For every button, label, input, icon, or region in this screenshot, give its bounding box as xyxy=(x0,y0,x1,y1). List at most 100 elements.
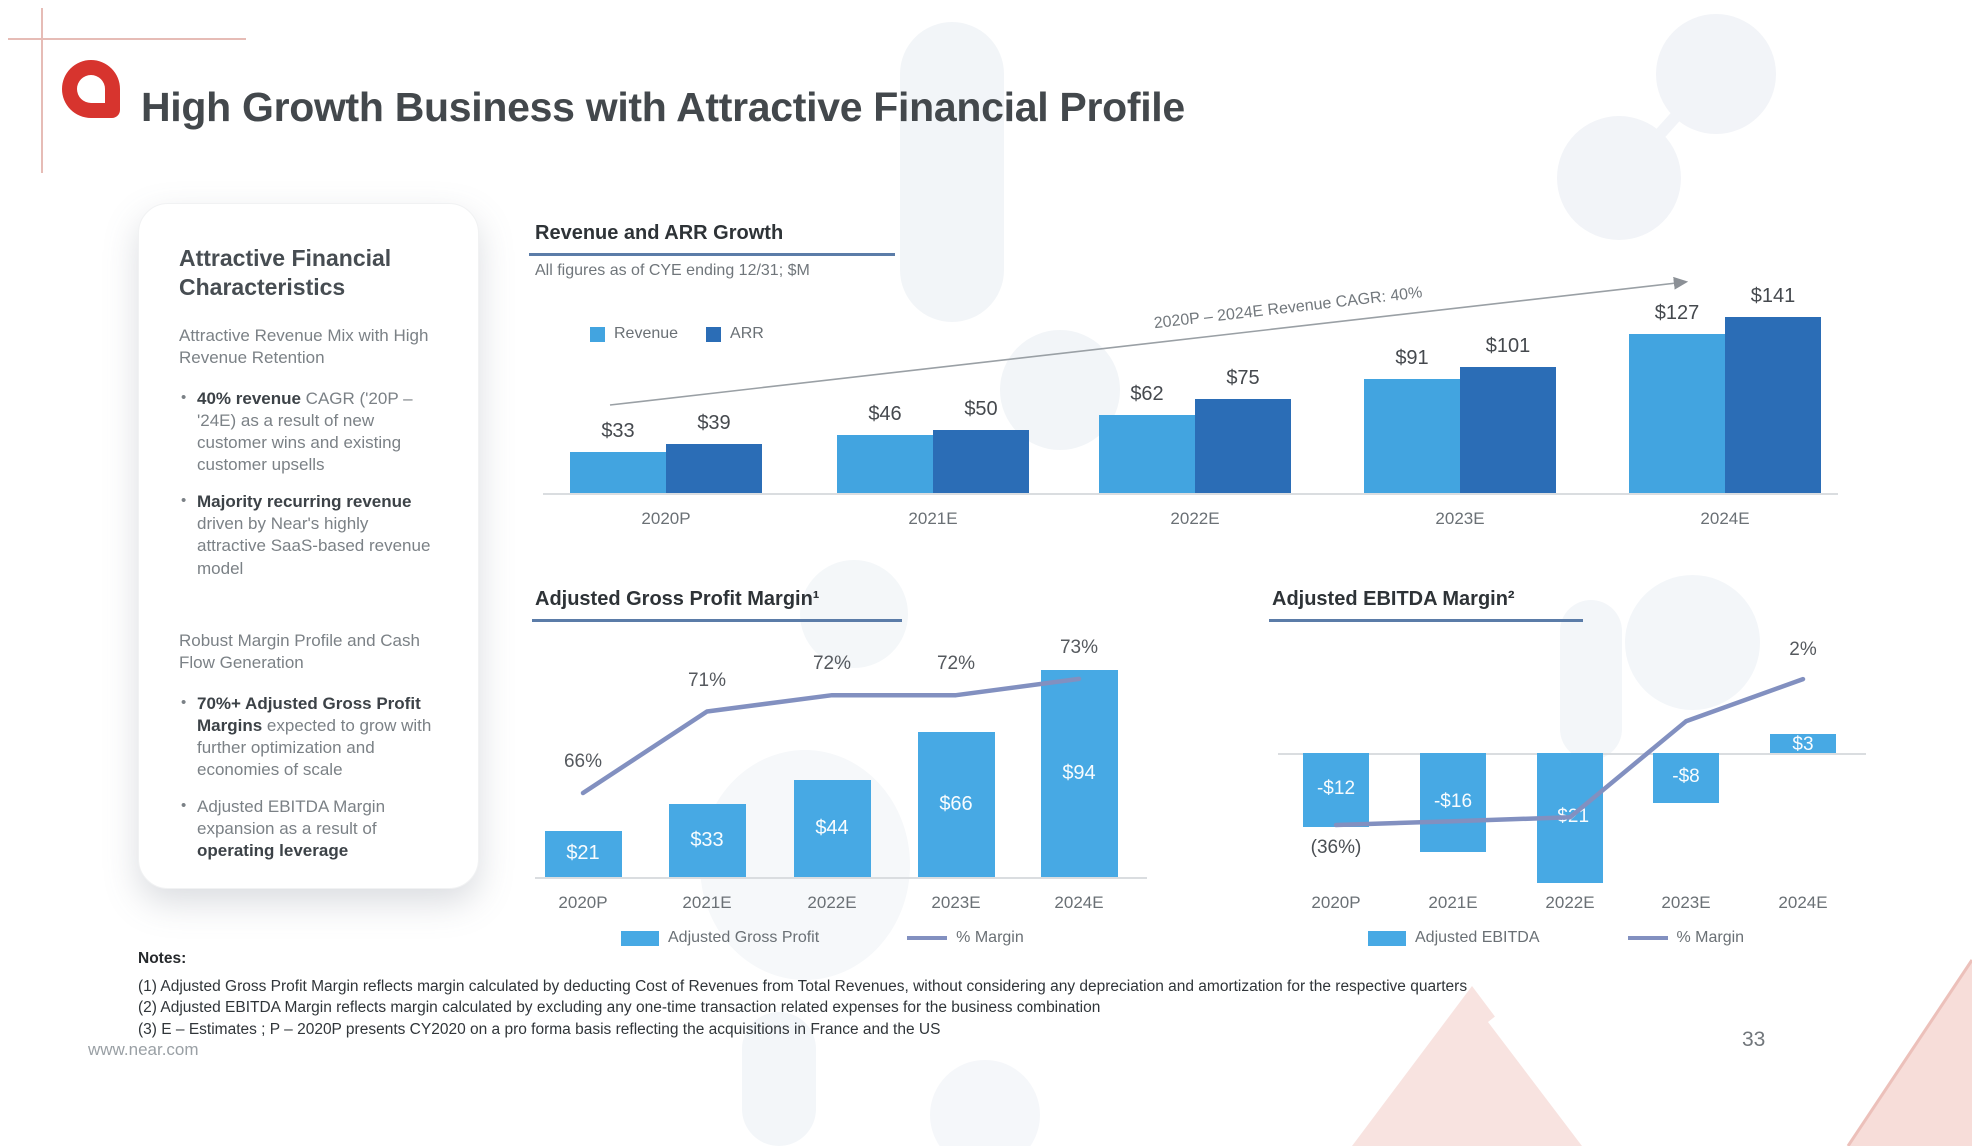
chart-legend: Adjusted Gross Profit % Margin xyxy=(621,929,1024,947)
title-underline xyxy=(532,619,902,622)
notes-section: Notes: (1) Adjusted Gross Profit Margin … xyxy=(138,950,1698,1040)
margin-pct-label: 71% xyxy=(687,669,727,691)
bar-revenue-2022E xyxy=(1099,415,1195,493)
bar-2023E: -$8 xyxy=(1653,753,1719,803)
category-label: 2024E xyxy=(1054,893,1104,912)
card-bullet-list: 40% revenue CAGR ('20P – '24E) as a resu… xyxy=(179,388,442,580)
category-label: 2022E xyxy=(807,893,857,912)
category-label: 2020P xyxy=(1311,893,1361,912)
bullet-text: CAGR ('20P – '24E) as a result of new cu… xyxy=(197,388,413,475)
card-bullet-list: 70%+ Adjusted Gross Profit Margins expec… xyxy=(179,693,442,863)
decorative-blob xyxy=(800,560,908,668)
card-sections: Attractive Revenue Mix with High Revenue… xyxy=(179,325,442,862)
bar-revenue-2021E xyxy=(837,435,933,493)
category-label: 2023E xyxy=(931,893,981,912)
near-logo xyxy=(62,60,120,118)
bar-value-label: $33 xyxy=(690,828,724,851)
chart-legend: Revenue ARR xyxy=(590,325,764,343)
legend-label-arr: ARR xyxy=(730,325,764,342)
chart-title: Revenue and ARR Growth xyxy=(535,222,784,244)
bar-2022E: -$21 xyxy=(1537,753,1603,883)
chart-title: Adjusted EBITDA Margin² xyxy=(1272,588,1515,610)
bar-arr-2022E xyxy=(1195,399,1291,493)
bar-revenue-2024E xyxy=(1629,334,1725,493)
financial-characteristics-card: Attractive Financial Characteristics Att… xyxy=(138,203,479,889)
bar-value-label: $21 xyxy=(566,842,600,864)
bar-arr-2021E xyxy=(933,430,1029,493)
title-underline xyxy=(529,253,895,256)
legend-swatch-bars xyxy=(1368,930,1406,946)
category-label: 2021E xyxy=(682,893,732,912)
bar-2021E: $33 xyxy=(668,804,746,877)
bar-value-label: $50 xyxy=(964,398,998,420)
crop-mark-horizontal xyxy=(8,38,246,40)
bullet-text: driven by Near's highly attractive SaaS-… xyxy=(197,514,431,578)
margin-pct-label: 72% xyxy=(936,653,976,675)
bar-revenue-2023E xyxy=(1364,379,1460,493)
bullet-text: Adjusted EBITDA Margin expansion as a re… xyxy=(197,796,386,838)
legend-swatch-bars xyxy=(621,930,659,946)
title-underline xyxy=(1269,619,1583,622)
page-number: 33 xyxy=(1742,1028,1766,1051)
bullet-item: 70%+ Adjusted Gross Profit Margins expec… xyxy=(179,693,442,781)
decorative-pill xyxy=(900,22,1004,322)
bar-value-label: $39 xyxy=(697,412,731,434)
bullet-bold-text: Majority recurring revenue xyxy=(197,492,412,512)
bullet-item: 40% revenue CAGR ('20P – '24E) as a resu… xyxy=(179,388,442,476)
page-title: High Growth Business with Attractive Fin… xyxy=(141,84,1185,130)
bullet-item: Majority recurring revenue driven by Nea… xyxy=(179,491,442,579)
bar-value-label: $46 xyxy=(868,403,902,425)
bar-value-label: -$21 xyxy=(1550,806,1590,827)
bar-value-label: $44 xyxy=(815,816,849,839)
chart-subtitle: All figures as of CYE ending 12/31; $M xyxy=(535,262,810,279)
card-heading: Attractive Financial Characteristics xyxy=(179,245,392,300)
category-label: 2021E xyxy=(908,509,958,528)
category-label: 2020P xyxy=(641,509,691,528)
margin-pct-label: 72% xyxy=(812,653,852,675)
legend-label-bars: Adjusted Gross Profit xyxy=(668,929,820,946)
note-item: (2) Adjusted EBITDA Margin reflects marg… xyxy=(138,999,1101,1017)
bar-2020P: $21 xyxy=(544,831,622,877)
category-label: 2022E xyxy=(1170,509,1220,528)
notes-heading: Notes: xyxy=(138,950,187,967)
bar-value-label: -$12 xyxy=(1316,778,1356,799)
bar-2024E: $3 xyxy=(1770,734,1836,753)
x-axis xyxy=(543,493,1838,495)
bar-value-label: -$8 xyxy=(1672,766,1700,787)
bar-2020P: -$12 xyxy=(1303,753,1369,827)
bar-value-label: $3 xyxy=(1792,734,1814,753)
category-label: 2024E xyxy=(1700,509,1750,528)
bullet-bold-text: operating leverage xyxy=(197,841,349,861)
bar-value-label: $91 xyxy=(1395,347,1429,369)
category-label: 2024E xyxy=(1778,893,1828,912)
card-intro: Attractive Revenue Mix with High Revenue… xyxy=(179,326,429,368)
footer-url: www.near.com xyxy=(88,1040,199,1059)
chart-legend: Adjusted EBITDA % Margin xyxy=(1368,929,1744,947)
legend-line-swatch xyxy=(907,936,948,940)
bar-2021E: -$16 xyxy=(1420,753,1486,852)
category-label: 2022E xyxy=(1545,893,1595,912)
bar-value-label: $94 xyxy=(1062,761,1096,784)
gross-profit-margin-chart: Adjusted Gross Profit Margin¹ $21 2020P 66… xyxy=(532,585,1160,970)
legend-swatch-arr xyxy=(706,326,722,342)
ebitda-margin-chart: Adjusted EBITDA Margin² -$12 2020P (36%) -$… xyxy=(1269,585,1872,970)
bullet-bold-text: 40% revenue xyxy=(197,388,301,408)
bar-value-label: $75 xyxy=(1226,367,1260,389)
note-item: (3) E – Estimates ; P – 2020P presents C… xyxy=(138,1020,941,1038)
legend-line-swatch xyxy=(1627,936,1668,940)
margin-pct-label: (36%) xyxy=(1310,837,1362,858)
bar-value-label: $62 xyxy=(1130,383,1164,405)
margin-pct-label: 2% xyxy=(1789,639,1817,661)
category-label: 2023E xyxy=(1435,509,1485,528)
bar-2023E: $66 xyxy=(917,732,995,877)
decorative-blob xyxy=(930,1060,1040,1146)
note-item: (1) Adjusted Gross Profit Margin reflect… xyxy=(138,978,1468,995)
bar-value-label: $127 xyxy=(1654,302,1700,324)
bar-2024E: $94 xyxy=(1040,670,1118,877)
category-label: 2021E xyxy=(1428,893,1478,912)
bar-value-label: $33 xyxy=(601,420,635,442)
bullet-bold-text: 70%+ Adjusted Gross Profit Margins xyxy=(197,693,421,735)
decorative-pill xyxy=(742,1012,816,1146)
